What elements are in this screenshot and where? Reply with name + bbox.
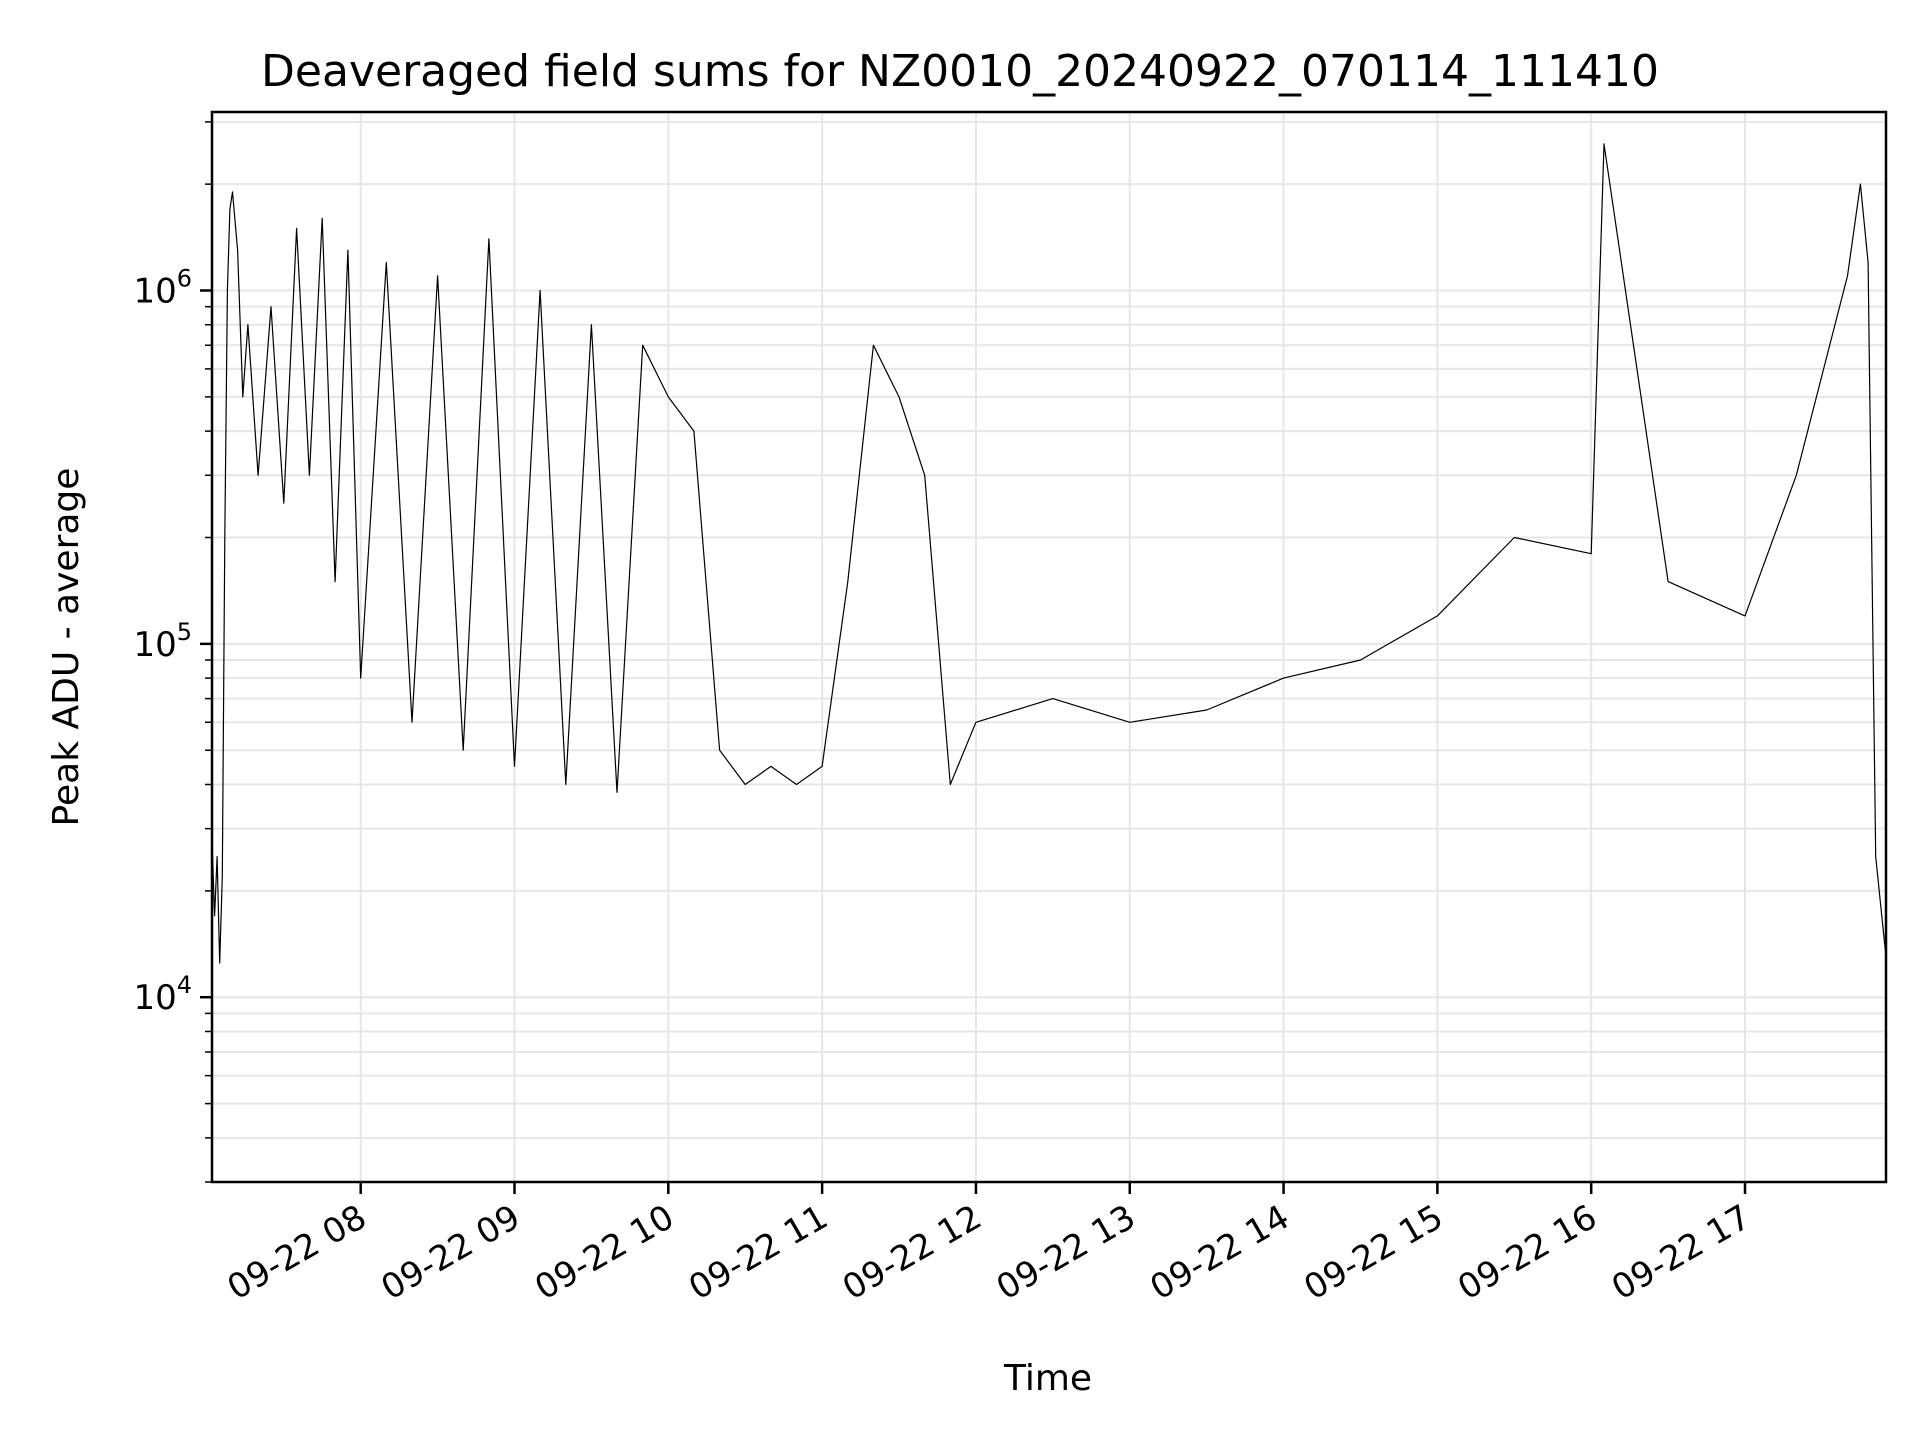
y-tick-label: 106: [133, 265, 192, 312]
y-tick-label: 104: [133, 971, 192, 1018]
plot-frame: [210, 110, 1888, 1184]
y-axis: 104 105 106: [133, 121, 212, 1183]
y-tick-label: 105: [133, 618, 192, 665]
grid-lines: [212, 112, 1886, 1183]
series-line: [211, 143, 1887, 964]
x-axis-label: Time: [1003, 1358, 1092, 1399]
chart-title: Deaveraged field sums for NZ0010_2024092…: [261, 46, 1659, 97]
y-axis-label: Peak ADU - average: [46, 468, 87, 827]
series-layer: [211, 143, 1887, 964]
